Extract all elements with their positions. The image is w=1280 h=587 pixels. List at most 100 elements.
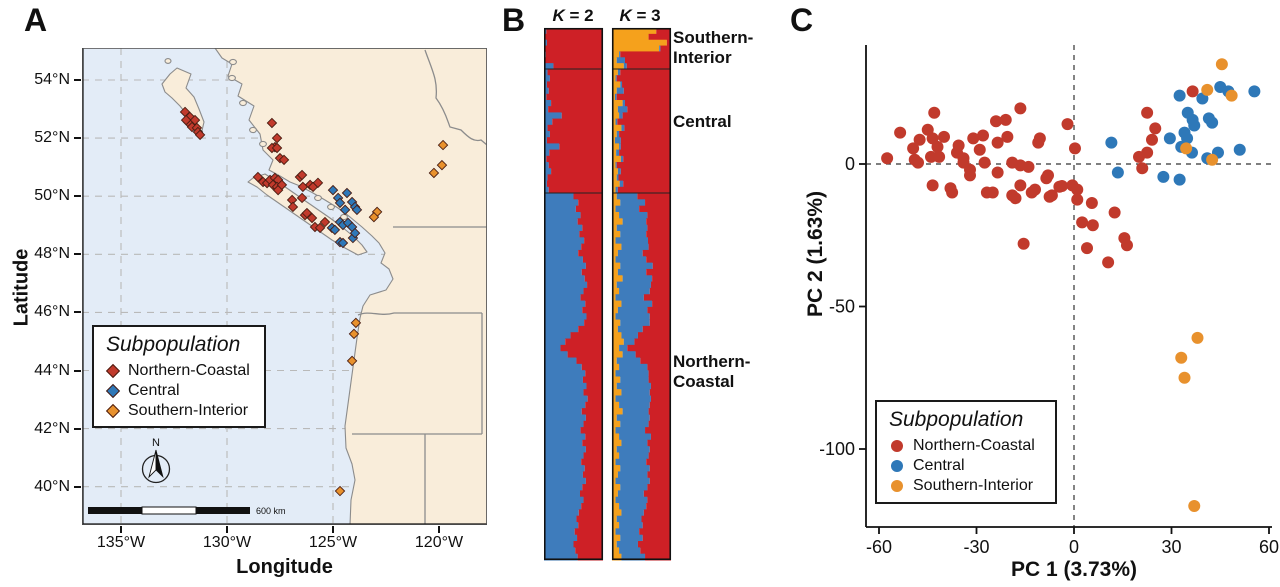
pca-x-axis-title: PC 1 (3.73%) — [1010, 558, 1138, 581]
small-island — [229, 58, 237, 66]
structure-row-segment — [544, 541, 574, 548]
structure-row-segment — [544, 193, 574, 200]
structure-row-segment — [586, 313, 603, 321]
legend-item-label: Central — [128, 382, 180, 399]
structure-row-segment — [612, 211, 620, 219]
x-tick-label: 30 — [1161, 537, 1181, 555]
structure-row-segment — [647, 224, 671, 232]
structure-row-segment — [582, 484, 603, 491]
pca-plot: -60 -30 0 30 60 0 -50 -100 — [820, 45, 1279, 555]
structure-row-segment — [647, 306, 671, 314]
structure-row-segment — [612, 124, 622, 132]
structure-row-segment — [581, 408, 603, 415]
lat-tick-mark — [74, 427, 81, 430]
map-point — [350, 317, 362, 329]
structure-row-segment — [612, 376, 621, 384]
map-point — [301, 207, 313, 219]
legend-item-label: Northern-Coastal — [128, 362, 250, 379]
small-island — [164, 58, 172, 64]
structure-row-segment — [616, 357, 641, 365]
pca-point — [881, 152, 894, 165]
structure-row-segment — [544, 162, 549, 169]
structure-row-segment — [577, 534, 603, 542]
structure-row-segment — [612, 414, 617, 422]
pca-point — [964, 169, 976, 182]
structure-row-segment — [649, 313, 671, 321]
pca-point — [1085, 197, 1098, 210]
structure-row-segment — [620, 484, 648, 491]
scale-bar-segment — [141, 506, 197, 515]
structure-row-segment — [645, 553, 671, 561]
structure-row-segment — [579, 230, 603, 238]
lat-tick-label: 44°N — [34, 361, 70, 379]
lat-tick-label: 52°N — [34, 129, 70, 147]
pca-point — [1001, 130, 1014, 143]
map-point — [276, 179, 288, 191]
structure-row-segment — [615, 496, 648, 504]
structure-row-segment — [612, 199, 621, 207]
pca-point — [1111, 166, 1124, 179]
structure-row-segment — [620, 81, 623, 89]
structure-row-segment — [612, 300, 622, 308]
structure-row-segment — [652, 300, 671, 308]
structure-row-segment — [583, 496, 603, 504]
structure-row-segment — [580, 211, 603, 219]
pca-point — [1045, 189, 1058, 202]
structure-row-segment — [544, 509, 579, 517]
structure-row-segment — [612, 186, 616, 194]
structure-row-segment — [612, 218, 623, 226]
structure-row-segment — [612, 100, 623, 107]
wa-or-border — [357, 312, 482, 316]
structure-row-segment — [544, 363, 582, 371]
structure-row-segment — [544, 395, 588, 403]
structure-row-segment — [652, 262, 671, 270]
structure-row-segment — [616, 162, 671, 169]
structure-row-segment — [612, 249, 618, 257]
structure-row-segment — [646, 458, 671, 466]
lat-tick-label: 48°N — [34, 245, 70, 263]
structure-row-segment — [544, 471, 583, 479]
structure-row-segment — [612, 112, 620, 120]
structure-row-segment — [622, 275, 653, 283]
structure-row-segment — [551, 100, 603, 107]
structure-row-segment — [612, 458, 616, 466]
y-tick-label: -100 — [820, 439, 855, 459]
lat-tick-label: 54°N — [34, 71, 70, 88]
structure-row-segment — [650, 382, 671, 390]
structure-row-segment — [623, 180, 671, 188]
structure-row-segment — [612, 541, 617, 548]
structure-row-segment — [612, 313, 616, 321]
structure-row-segment — [544, 149, 550, 157]
k3-column-label: K = 3 — [619, 6, 661, 25]
pca-point — [1068, 142, 1081, 155]
pca-point — [926, 179, 939, 192]
lon-tick-mark — [438, 526, 440, 533]
structure-row-segment — [580, 427, 603, 434]
structure-row-segment — [585, 262, 603, 270]
x-tick-label: -30 — [963, 537, 989, 555]
structure-row-segment — [612, 262, 621, 270]
pca-point — [894, 126, 907, 139]
structure-row-segment — [614, 93, 617, 101]
structure-row-segment — [617, 325, 643, 333]
structure-row-segment — [552, 118, 603, 126]
structure-row-segment — [612, 81, 621, 89]
structure-row-segment — [621, 389, 650, 396]
structure-row-segment — [581, 458, 603, 466]
structure-row-segment — [612, 268, 618, 276]
lat-tick-label: 46°N — [34, 303, 70, 321]
structure-plot — [544, 27, 672, 561]
structure-row-segment — [544, 224, 583, 232]
structure-row-segment — [646, 230, 671, 238]
structure-row-segment — [649, 401, 671, 409]
pca-point — [1186, 85, 1199, 98]
lat-tick-mark — [74, 79, 81, 81]
structure-row-segment — [617, 118, 671, 126]
lat-tick-mark — [74, 311, 81, 314]
structure-row-segment — [642, 534, 671, 542]
structure-row-segment — [612, 63, 624, 70]
pca-point — [1146, 133, 1158, 146]
map-point — [266, 117, 278, 129]
structure-row-segment — [582, 256, 603, 264]
structure-row-segment — [549, 75, 603, 82]
